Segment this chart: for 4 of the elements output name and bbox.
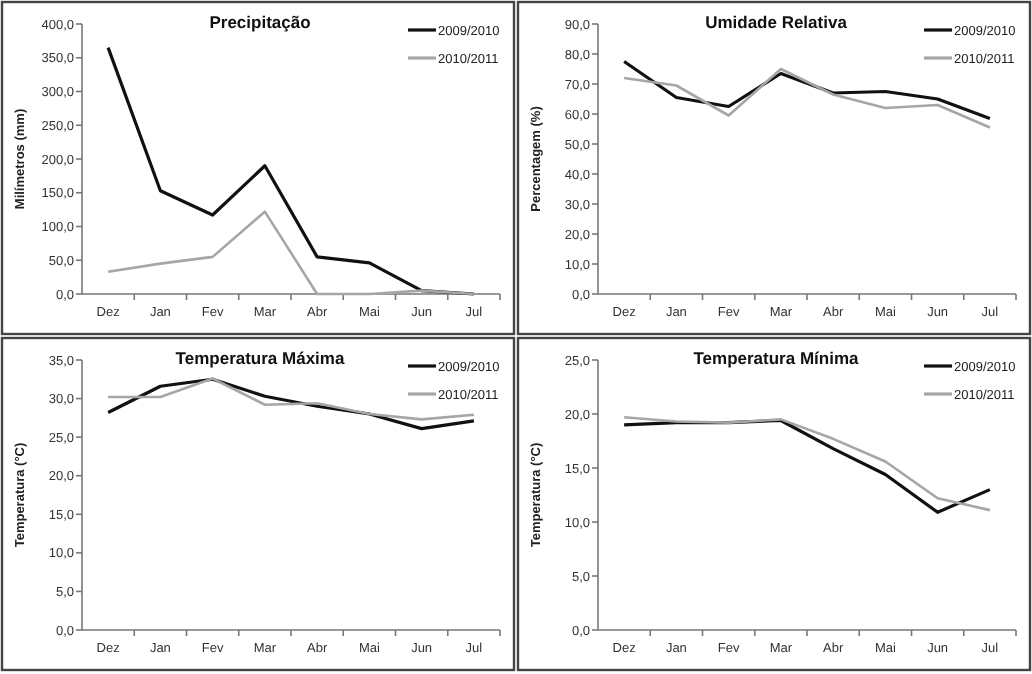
chart-title: Temperatura Mínima — [693, 348, 860, 368]
chart-title: Precipitação — [209, 12, 311, 32]
chart-title: Temperatura Máxima — [175, 348, 345, 368]
chart-title: Umidade Relativa — [705, 12, 848, 32]
